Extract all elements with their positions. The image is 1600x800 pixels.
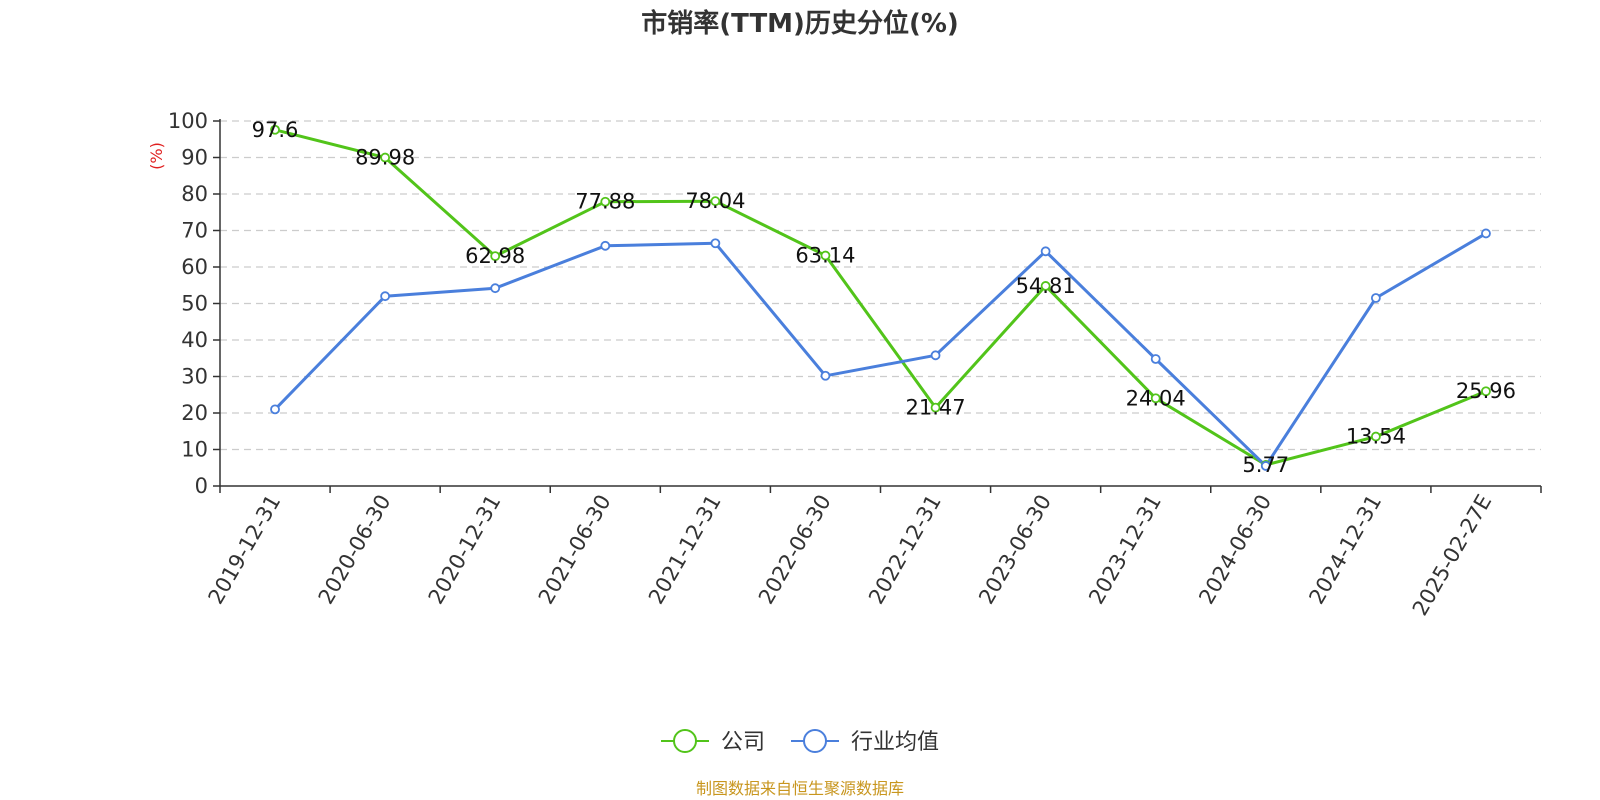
data-label: 63.14 — [795, 244, 855, 268]
data-label: 21.47 — [905, 396, 965, 420]
axes: 0 10 20 30 40 50 60 70 80 90 100 2019-12-31 2020-06-… — [168, 109, 1542, 620]
data-point[interactable] — [490, 283, 501, 294]
legend-item-0[interactable]: 公司 — [661, 729, 765, 755]
data-point[interactable] — [820, 250, 831, 261]
series-line-1 — [273, 232, 1487, 468]
x-tick-label: 2024-12-31 — [1304, 491, 1386, 609]
legend[interactable]: 公司 行业均值 — [661, 729, 939, 755]
data-point[interactable] — [600, 196, 611, 207]
y-tick-label: 30 — [181, 365, 208, 389]
legend-label: 行业均值 — [851, 730, 939, 755]
chart-title: 市销率(TTM)历史分位(%) — [641, 8, 959, 39]
y-tick-label: 50 — [181, 292, 208, 316]
legend-circle-marker — [803, 729, 827, 753]
data-point[interactable] — [600, 240, 611, 251]
data-label: 62.98 — [465, 244, 525, 268]
grid-lines — [220, 120, 1541, 451]
data-label: 13.54 — [1346, 425, 1406, 449]
x-tick-label: 2019-12-31 — [204, 491, 286, 609]
y-tick-label: 10 — [181, 438, 208, 462]
x-tick-label: 2022-12-31 — [864, 491, 946, 609]
series-lines — [270, 124, 1491, 471]
data-point[interactable] — [1370, 293, 1381, 303]
y-axis-unit-label: (%) — [147, 142, 166, 170]
y-tick-label: 100 — [168, 109, 208, 133]
data-point[interactable] — [930, 350, 941, 361]
data-label: 25.96 — [1456, 379, 1516, 403]
x-tick-label: 2024-06-30 — [1194, 491, 1276, 609]
data-point[interactable] — [270, 404, 280, 415]
data-label: 78.04 — [685, 189, 745, 213]
x-tick-label: 2020-12-31 — [424, 491, 506, 609]
y-tick-label: 20 — [181, 401, 208, 425]
x-tick-label: 2021-12-31 — [644, 491, 726, 609]
legend-circle-marker — [673, 729, 697, 753]
data-point[interactable] — [1150, 393, 1161, 404]
x-tick-label: 2020-06-30 — [314, 491, 396, 609]
y-tick-label: 0 — [195, 474, 208, 498]
data-label: 97.6 — [252, 118, 299, 142]
legend-item-1[interactable]: 行业均值 — [791, 729, 939, 755]
data-point[interactable] — [270, 124, 280, 135]
data-point[interactable] — [380, 291, 391, 302]
y-tick-label: 40 — [181, 328, 208, 352]
legend-label: 公司 — [721, 730, 765, 755]
data-point[interactable] — [1040, 246, 1051, 257]
data-point[interactable] — [820, 370, 831, 381]
data-point[interactable] — [1481, 228, 1491, 239]
data-label: 24.04 — [1126, 386, 1186, 410]
data-point[interactable] — [710, 196, 721, 207]
x-tick-label: 2022-06-30 — [754, 491, 836, 609]
y-tick-label: 60 — [181, 255, 208, 279]
y-tick-label: 70 — [181, 219, 208, 243]
series-line-0 — [274, 128, 1487, 467]
data-point[interactable] — [380, 152, 391, 163]
source-note: 制图数据来自恒生聚源数据库 — [696, 779, 904, 798]
x-tick-label: 2023-12-31 — [1084, 491, 1166, 609]
y-tick-label: 80 — [181, 182, 208, 206]
data-point[interactable] — [1260, 461, 1271, 471]
y-tick-label: 90 — [181, 146, 208, 170]
x-tick-label: 2025-02-27E — [1408, 491, 1496, 620]
data-point[interactable] — [1040, 281, 1051, 291]
data-label: 77.88 — [575, 190, 635, 214]
data-point[interactable] — [1150, 354, 1161, 364]
data-label: 5.77 — [1242, 453, 1289, 477]
x-tick-label: 2021-06-30 — [534, 491, 616, 609]
data-label: 54.81 — [1016, 274, 1076, 298]
x-tick-label: 2023-06-30 — [974, 491, 1056, 609]
data-label: 89.98 — [355, 146, 415, 170]
data-labels: 97.6 89.98 62.98 77.88 78.04 63.14 21.47 54.81 2… — [252, 118, 1516, 477]
data-point[interactable] — [710, 238, 721, 249]
data-point[interactable] — [1370, 431, 1381, 442]
data-point[interactable] — [490, 251, 501, 262]
data-point[interactable] — [930, 402, 941, 413]
data-point[interactable] — [1481, 386, 1491, 397]
